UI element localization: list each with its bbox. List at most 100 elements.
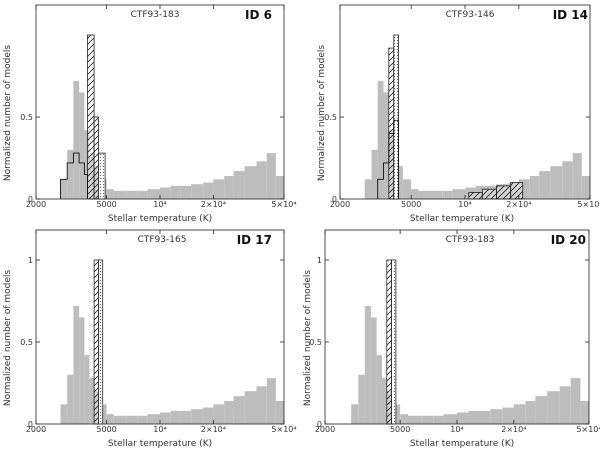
histogram-bar [180, 410, 192, 424]
histogram-bar [126, 190, 138, 199]
histogram-bar [137, 415, 148, 424]
histogram-bar [408, 415, 422, 424]
histogram-bar [73, 80, 80, 199]
histogram-bar [547, 391, 560, 424]
panel-2: CTF93-146 ID 14 Normalized number of mod… [317, 4, 600, 224]
histogram-bar [203, 407, 214, 424]
histogram-bar [580, 401, 589, 424]
panel-4: CTF93-183 ID 20 Normalized number of mod… [303, 229, 600, 449]
histogram-bar [67, 374, 74, 424]
histogram-bar [572, 153, 582, 199]
step-outline [60, 152, 88, 199]
histogram-bar [79, 317, 85, 424]
histogram-bar [137, 190, 148, 199]
histogram-bar [244, 166, 257, 199]
hatched-bar [468, 191, 483, 200]
panel-id-label: ID 17 [237, 233, 272, 247]
histogram-bar [431, 190, 443, 199]
hatched-bar [481, 188, 497, 200]
histogram-bar [370, 317, 377, 424]
histogram-bar [106, 414, 114, 424]
histogram-bar [502, 407, 514, 424]
histogram-bar [518, 179, 530, 199]
x-tick-label: 2000 [26, 200, 46, 209]
histogram-bar [364, 179, 372, 199]
histogram-bar [73, 305, 80, 424]
histogram-bar [224, 176, 234, 199]
histogram-bar [411, 189, 419, 199]
histogram-bar [60, 404, 68, 424]
histogram-bar [468, 410, 479, 424]
histogram-bar [581, 176, 590, 199]
panel-id-label: ID 20 [551, 233, 586, 247]
histogram-bar [570, 378, 581, 424]
histogram-bar [147, 189, 160, 199]
x-tick-label: 2×10⁴ [506, 200, 531, 209]
x-tick-label: 5000 [96, 200, 116, 209]
x-axis-label: Stellar temperature (K) [410, 214, 514, 224]
plot-frame [324, 229, 590, 425]
histogram-bar [170, 185, 181, 199]
x-tick-label: 2×10⁴ [501, 425, 526, 434]
histogram-bar [203, 182, 214, 199]
panel-title: CTF93-183 [131, 10, 180, 20]
x-tick-label: 10⁴ [153, 200, 166, 209]
histogram-bar [213, 179, 225, 199]
x-axis-label: Stellar temperature (K) [108, 439, 212, 449]
panel-1: CTF93-183 ID 6 Normalized number of mode… [3, 4, 297, 224]
hatched-bar [510, 182, 524, 200]
histogram-bar [535, 396, 548, 424]
x-tick-label: 2000 [26, 425, 46, 434]
histogram-bar [113, 190, 127, 199]
panel-title: CTF93-183 [446, 235, 495, 245]
histogram-bar [79, 92, 85, 199]
histogram-bar [84, 355, 90, 424]
x-tick-label: 5000 [390, 425, 410, 434]
step-outline [377, 119, 399, 199]
y-tick-label: 0 [332, 195, 337, 204]
histogram-bar [275, 401, 284, 424]
histogram-bar [244, 391, 257, 424]
histogram-bar [191, 184, 204, 199]
histogram-bar [266, 378, 276, 424]
x-tick-label: 5×10⁴ [271, 425, 296, 434]
x-axis-label: Stellar temperature (K) [108, 214, 212, 224]
panel-id-label: ID 14 [553, 8, 588, 22]
y-tick-label: 1 [28, 256, 33, 265]
y-tick-label: 0 [28, 420, 33, 429]
y-tick-label: 0.5 [324, 113, 337, 122]
plot-frame [35, 4, 285, 200]
histogram-bar [562, 161, 573, 199]
hatched-bar [93, 116, 99, 200]
histogram-bar [106, 189, 114, 199]
histogram-bar [418, 190, 432, 199]
histogram-bar [351, 404, 359, 424]
x-tick-label: 5000 [401, 200, 421, 209]
hatched-bar [386, 259, 392, 425]
dotted-bar [98, 259, 104, 425]
histogram-bar [160, 187, 171, 199]
histogram-bar [377, 80, 384, 199]
histogram-bar [364, 305, 371, 424]
plot-frame [339, 4, 591, 200]
histogram-bar [529, 176, 540, 199]
histogram-bar [113, 415, 127, 424]
y-tick-label: 0.5 [20, 338, 33, 347]
y-tick-label: 0.5 [309, 338, 322, 347]
y-axis-label: Normalized number of models [303, 270, 313, 406]
panel-3: CTF93-165 ID 17 Normalized number of mod… [3, 229, 297, 449]
histogram-bar [513, 404, 526, 424]
histogram-bar [539, 171, 551, 199]
histogram-bar [233, 396, 245, 424]
x-tick-label: 5×10⁴ [576, 425, 600, 434]
histogram-bar [256, 161, 267, 199]
hatched-bar [87, 34, 95, 200]
histogram-bar [457, 412, 469, 424]
histogram-bar [376, 355, 382, 424]
x-tick-label: 10⁴ [458, 200, 471, 209]
histogram-bar [400, 414, 408, 424]
histogram-bar [452, 189, 465, 199]
x-tick-label: 5×10⁴ [271, 200, 296, 209]
histogram-bar [275, 176, 284, 199]
